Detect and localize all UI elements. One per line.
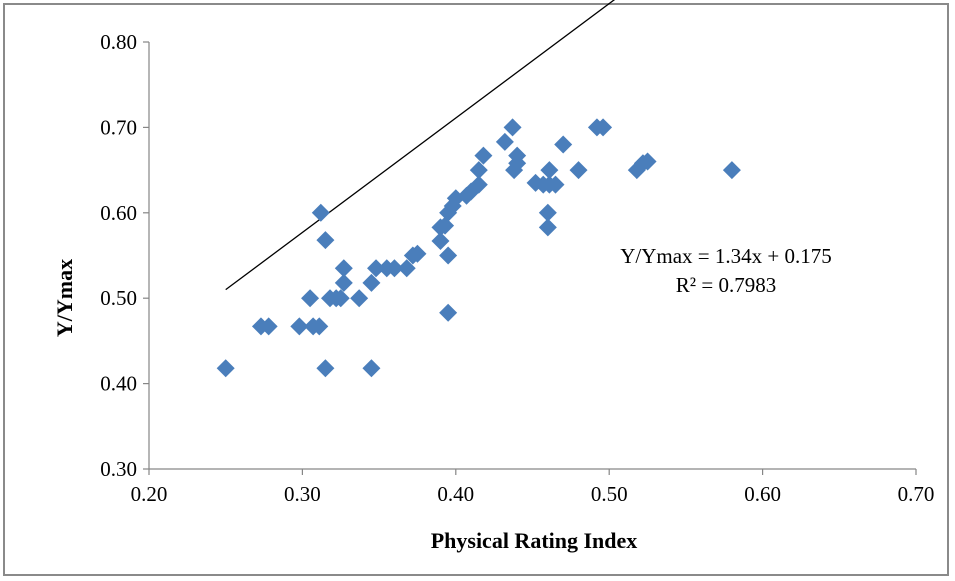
data-point — [638, 152, 657, 171]
data-point — [439, 303, 458, 322]
data-point — [259, 317, 278, 336]
x-tick-label: 0.70 — [898, 482, 935, 506]
data-point — [436, 216, 455, 235]
x-tick-label: 0.40 — [437, 482, 474, 506]
data-point — [216, 359, 235, 378]
tick-labels: 0.300.400.500.600.700.800.20 0.30 0.40 0.50… — [100, 30, 934, 506]
data-point — [362, 359, 381, 378]
y-axis-title: Y/Ymax — [52, 259, 77, 337]
y-tick-label: 0.80 — [100, 30, 137, 54]
data-point — [538, 203, 557, 222]
data-point — [594, 118, 613, 137]
r-squared-label: R² = 0.7983 — [676, 273, 776, 297]
data-point — [316, 359, 335, 378]
data-point — [397, 259, 416, 278]
x-tick-label: 0.30 — [284, 482, 321, 506]
data-point — [316, 231, 335, 250]
data-point — [334, 273, 353, 292]
data-point — [301, 289, 320, 308]
data-point — [290, 317, 309, 336]
data-point — [469, 161, 488, 180]
y-tick-label: 0.30 — [100, 457, 137, 481]
data-point — [722, 161, 741, 180]
x-tick-label: 0.20 — [131, 482, 168, 506]
data-point — [310, 317, 329, 336]
trendline-equation: Y/Ymax = 1.34x + 0.175 — [620, 244, 832, 268]
data-point — [350, 289, 369, 308]
data-point — [538, 218, 557, 237]
chart-frame — [3, 3, 949, 576]
data-point — [569, 161, 588, 180]
data-point — [554, 135, 573, 154]
data-point — [503, 118, 522, 137]
data-point — [431, 231, 450, 250]
data-point — [474, 146, 493, 165]
y-tick-label: 0.60 — [100, 201, 137, 225]
axes — [143, 41, 917, 475]
y-tick-label: 0.40 — [100, 372, 137, 396]
x-tick-label: 0.50 — [591, 482, 628, 506]
data-point — [469, 175, 488, 194]
y-tick-label: 0.50 — [100, 286, 137, 310]
x-tick-label: 0.60 — [744, 482, 781, 506]
x-axis-title: Physical Rating Index — [431, 528, 638, 553]
trendline-group — [225, 0, 616, 291]
data-point — [367, 259, 386, 278]
data-point — [311, 203, 330, 222]
data-point — [331, 289, 350, 308]
data-point — [385, 259, 404, 278]
data-point — [540, 161, 559, 180]
data-point — [546, 175, 565, 194]
data-point — [334, 259, 353, 278]
trendline — [225, 0, 616, 291]
data-point — [362, 273, 381, 292]
data-point — [439, 246, 458, 265]
data-point — [495, 132, 514, 151]
y-tick-label: 0.70 — [100, 115, 137, 139]
data-point — [508, 154, 527, 173]
data-points — [216, 118, 741, 378]
data-point — [408, 244, 427, 263]
